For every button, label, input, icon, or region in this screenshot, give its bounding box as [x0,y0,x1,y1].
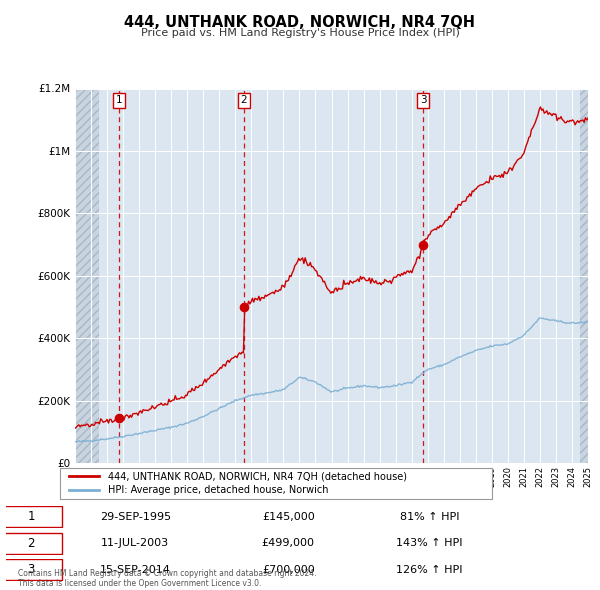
Text: £700,000: £700,000 [262,565,314,575]
Text: 444, UNTHANK ROAD, NORWICH, NR4 7QH (detached house): 444, UNTHANK ROAD, NORWICH, NR4 7QH (det… [107,471,407,481]
Text: 444, UNTHANK ROAD, NORWICH, NR4 7QH: 444, UNTHANK ROAD, NORWICH, NR4 7QH [125,15,476,30]
FancyBboxPatch shape [60,468,492,499]
FancyBboxPatch shape [0,533,62,554]
Text: £145,000: £145,000 [262,512,314,522]
Text: 15-SEP-2014: 15-SEP-2014 [100,565,171,575]
Text: £499,000: £499,000 [262,539,315,548]
Text: Contains HM Land Registry data © Crown copyright and database right 2024.
This d: Contains HM Land Registry data © Crown c… [18,569,317,588]
Text: 1: 1 [28,510,35,523]
Text: 3: 3 [28,563,35,576]
Point [239,303,248,312]
Point [114,413,124,422]
Text: 143% ↑ HPI: 143% ↑ HPI [396,539,463,548]
Text: 3: 3 [420,95,427,105]
Text: 11-JUL-2003: 11-JUL-2003 [101,539,169,548]
Text: 126% ↑ HPI: 126% ↑ HPI [396,565,463,575]
FancyBboxPatch shape [0,559,62,581]
Text: HPI: Average price, detached house, Norwich: HPI: Average price, detached house, Norw… [107,485,328,495]
FancyBboxPatch shape [0,506,62,527]
Text: Price paid vs. HM Land Registry's House Price Index (HPI): Price paid vs. HM Land Registry's House … [140,28,460,38]
Text: 1: 1 [116,95,122,105]
Text: 2: 2 [241,95,247,105]
Text: 29-SEP-1995: 29-SEP-1995 [100,512,171,522]
Text: 2: 2 [28,537,35,550]
Text: 81% ↑ HPI: 81% ↑ HPI [400,512,459,522]
Point [418,240,428,250]
